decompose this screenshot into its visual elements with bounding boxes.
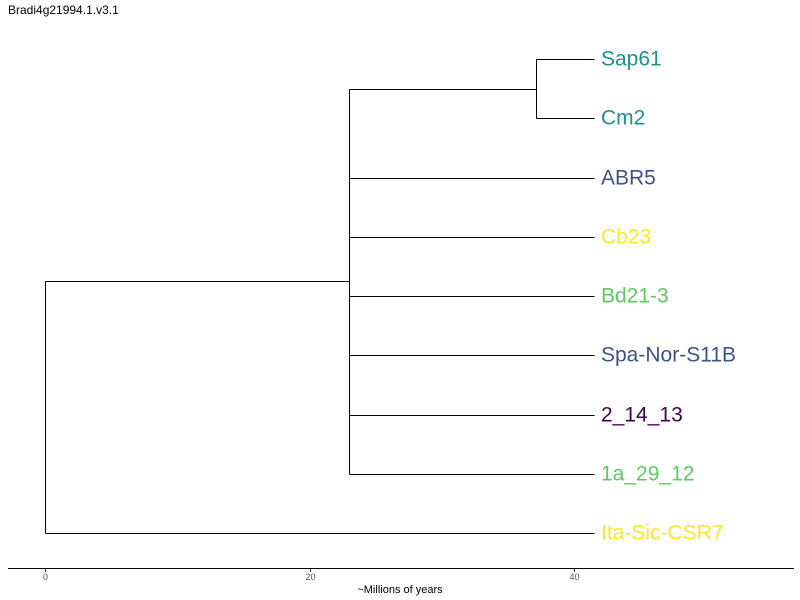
plot-title: Bradi4g21994.1.v3.1	[8, 3, 119, 17]
tick-label: 20	[305, 572, 315, 582]
tip-label: ABR5	[601, 167, 656, 190]
tip-label: Spa-Nor-S11B	[601, 344, 736, 367]
tree-branches	[45, 59, 595, 534]
tip-label: Cb23	[601, 226, 651, 249]
tip-label: Bd21-3	[601, 285, 669, 308]
tip-label: Cm2	[601, 107, 645, 130]
time-axis: 0 20 40 ~Millions of years	[8, 568, 794, 596]
tip-label: 2_14_13	[601, 404, 683, 427]
axis-ticks: 0 20 40	[43, 569, 580, 582]
tip-label: 1a_29_12	[601, 463, 694, 486]
tip-label: Ita-Sic-CSR7	[601, 522, 724, 545]
tip-label: Sap61	[601, 48, 662, 71]
tick-label: 0	[43, 572, 48, 582]
tip-labels: Sap61 Cm2 ABR5 Cb23 Bd21-3 Spa-Nor-S11B 2_14_1…	[601, 48, 736, 545]
x-axis-title: ~Millions of years	[357, 584, 443, 596]
tick-label: 40	[569, 572, 579, 582]
